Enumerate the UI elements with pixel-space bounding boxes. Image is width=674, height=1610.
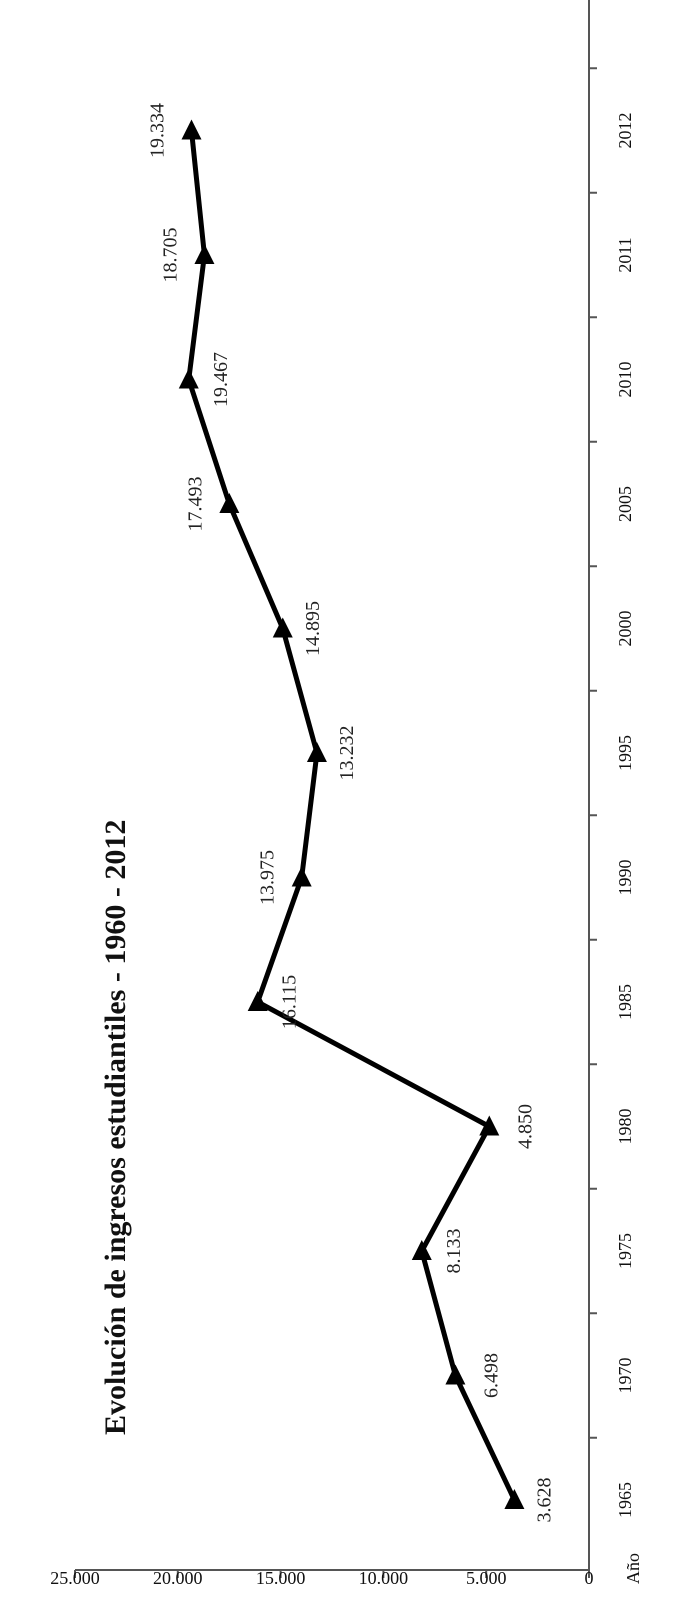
data-point: [272, 617, 293, 638]
data-point: [178, 368, 199, 389]
axes: [75, 0, 590, 1571]
data-label: 8.133: [443, 1229, 465, 1274]
data-point: [247, 991, 268, 1011]
data-label: 3.628: [533, 1478, 555, 1523]
y-tick-label: 20.000: [153, 1568, 203, 1588]
x-axis-title: Año: [623, 1553, 643, 1584]
data-label: 6.498: [480, 1353, 502, 1398]
y-tick-label: 10.000: [359, 1568, 409, 1588]
x-tick-label: 1980: [615, 1109, 635, 1145]
data-label: 19.334: [146, 103, 168, 158]
chart-title: Evolución de ingresos estudiantiles - 19…: [99, 820, 132, 1435]
x-tick-label: 2010: [615, 362, 635, 398]
data-point: [479, 1115, 500, 1136]
data-point: [445, 1364, 466, 1385]
series-line: [186, 130, 517, 1502]
data-label: 18.705: [159, 228, 181, 283]
data-point: [181, 119, 202, 140]
data-label: 17.493: [184, 477, 206, 532]
data-point: [194, 244, 215, 264]
x-tick-label: 1975: [615, 1233, 635, 1269]
data-label: 13.975: [257, 850, 279, 905]
data-label: 16.115: [279, 975, 301, 1029]
y-tick-label: 0: [585, 1568, 594, 1588]
data-point: [306, 742, 327, 762]
x-tick-label: 2000: [615, 611, 635, 647]
data-label: 19.467: [210, 352, 232, 407]
data-point: [504, 1489, 525, 1509]
tick-layer: 0 5.000 10.000 15.000 20.000 25.000 1965 1970 19…: [50, 67, 635, 1588]
series-layer: 3.628 6.498 8.133 4.850 16.115 13.975 13.232 14…: [146, 103, 555, 1523]
data-point: [411, 1240, 432, 1260]
data-label: 4.850: [514, 1104, 536, 1149]
data-label: 14.895: [302, 601, 324, 656]
y-tick-label: 5.000: [466, 1568, 507, 1588]
data-point: [291, 866, 312, 887]
x-tick-label: 1985: [615, 984, 635, 1020]
data-point: [219, 493, 240, 513]
x-tick-label: 1970: [615, 1358, 635, 1394]
x-tick-label: 2012: [615, 113, 635, 149]
x-tick-label: 1990: [615, 860, 635, 896]
x-tick-label: 1995: [615, 735, 635, 771]
x-tick-label: 2011: [615, 237, 635, 272]
data-label: 13.232: [336, 726, 358, 781]
y-tick-label: 25.000: [50, 1568, 100, 1588]
x-tick-label: 1965: [615, 1482, 635, 1518]
x-tick-label: 2005: [615, 486, 635, 522]
y-tick-label: 15.000: [256, 1568, 306, 1588]
